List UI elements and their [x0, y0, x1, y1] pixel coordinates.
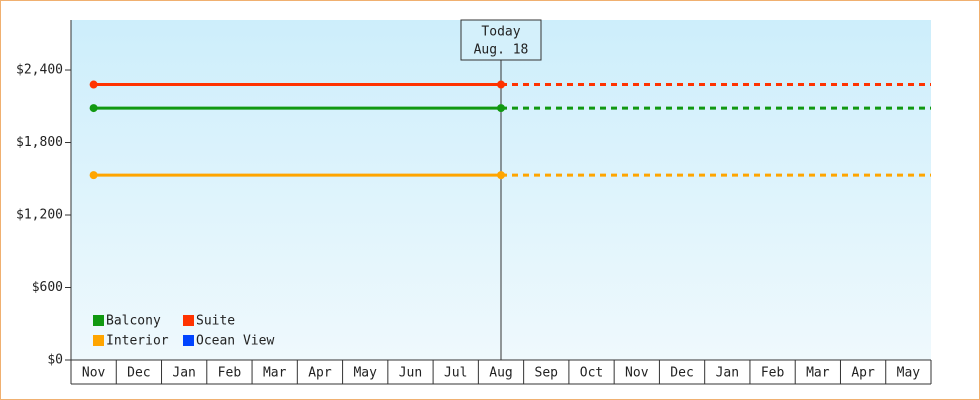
- y-tick-label: $600: [32, 280, 63, 295]
- y-tick-label: $1,800: [16, 135, 63, 150]
- price-point: [497, 171, 505, 180]
- price-point: [89, 171, 98, 180]
- x-tick-label: Oct: [580, 366, 603, 381]
- legend-label: Ocean View: [196, 334, 274, 349]
- price-point: [89, 80, 98, 89]
- x-tick-label: May: [353, 366, 377, 381]
- x-tick-label: Apr: [851, 366, 875, 381]
- x-tick-label: Apr: [308, 366, 332, 381]
- y-tick-label: $2,400: [16, 63, 63, 78]
- legend-swatch: [93, 315, 104, 326]
- x-tick-label: Jul: [444, 366, 467, 381]
- x-tick-label: May: [897, 366, 921, 381]
- today-box: [460, 19, 542, 61]
- price-point: [497, 104, 505, 113]
- today-date: Aug. 18: [474, 43, 529, 58]
- price-point: [497, 80, 505, 89]
- legend-swatch: [93, 335, 104, 346]
- x-tick-label: Jan: [172, 366, 195, 381]
- today-label: Today: [481, 25, 520, 40]
- x-tick-label: Feb: [218, 366, 242, 381]
- legend-label: Interior: [106, 334, 169, 349]
- x-tick-label: Dec: [127, 366, 150, 381]
- x-tick-label: Feb: [761, 366, 785, 381]
- x-tick-label: Sep: [535, 366, 559, 381]
- price-point: [89, 104, 98, 113]
- x-tick-label: Mar: [263, 366, 287, 381]
- x-tick-label: Nov: [82, 366, 106, 381]
- legend-swatch: [183, 335, 194, 346]
- x-tick-label: Jan: [716, 366, 739, 381]
- legend-label: Suite: [196, 314, 235, 329]
- x-tick-label: Nov: [625, 366, 649, 381]
- y-tick-label: $0: [47, 353, 63, 368]
- x-tick-label: Jun: [399, 366, 422, 381]
- legend-swatch: [183, 315, 194, 326]
- legend-label: Balcony: [106, 314, 161, 329]
- x-tick-label: Aug: [489, 366, 512, 381]
- x-tick-label: Mar: [806, 366, 830, 381]
- x-tick-label: Dec: [670, 366, 693, 381]
- y-tick-label: $1,200: [16, 208, 63, 223]
